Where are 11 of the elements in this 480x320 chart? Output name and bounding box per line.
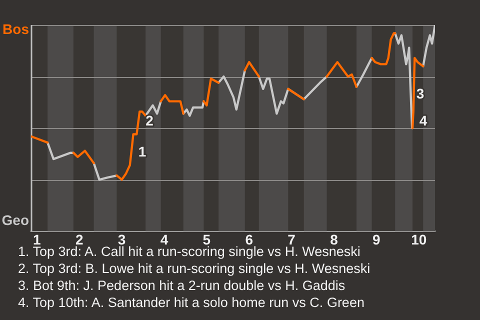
text: Geo — [2, 212, 29, 228]
text: 2. Top 3rd: B. Lowe hit a run-scoring single vs H. Wesneski — [18, 260, 370, 277]
annotation: 4 — [419, 112, 428, 128]
x-tick-label: 9 — [372, 231, 381, 248]
text: 4. Top 10th: A. Santander hit a solo home run vs C. Green — [18, 294, 366, 311]
annotation: 2 — [146, 112, 154, 128]
text: 3. Bot 9th: J. Pederson hit a 2-run double vs H. Gaddis — [18, 277, 346, 294]
text: Bos — [2, 20, 30, 37]
annotation: 3 — [416, 86, 424, 102]
x-tick-label: 10 — [411, 231, 427, 248]
annotation: 1 — [138, 143, 146, 160]
